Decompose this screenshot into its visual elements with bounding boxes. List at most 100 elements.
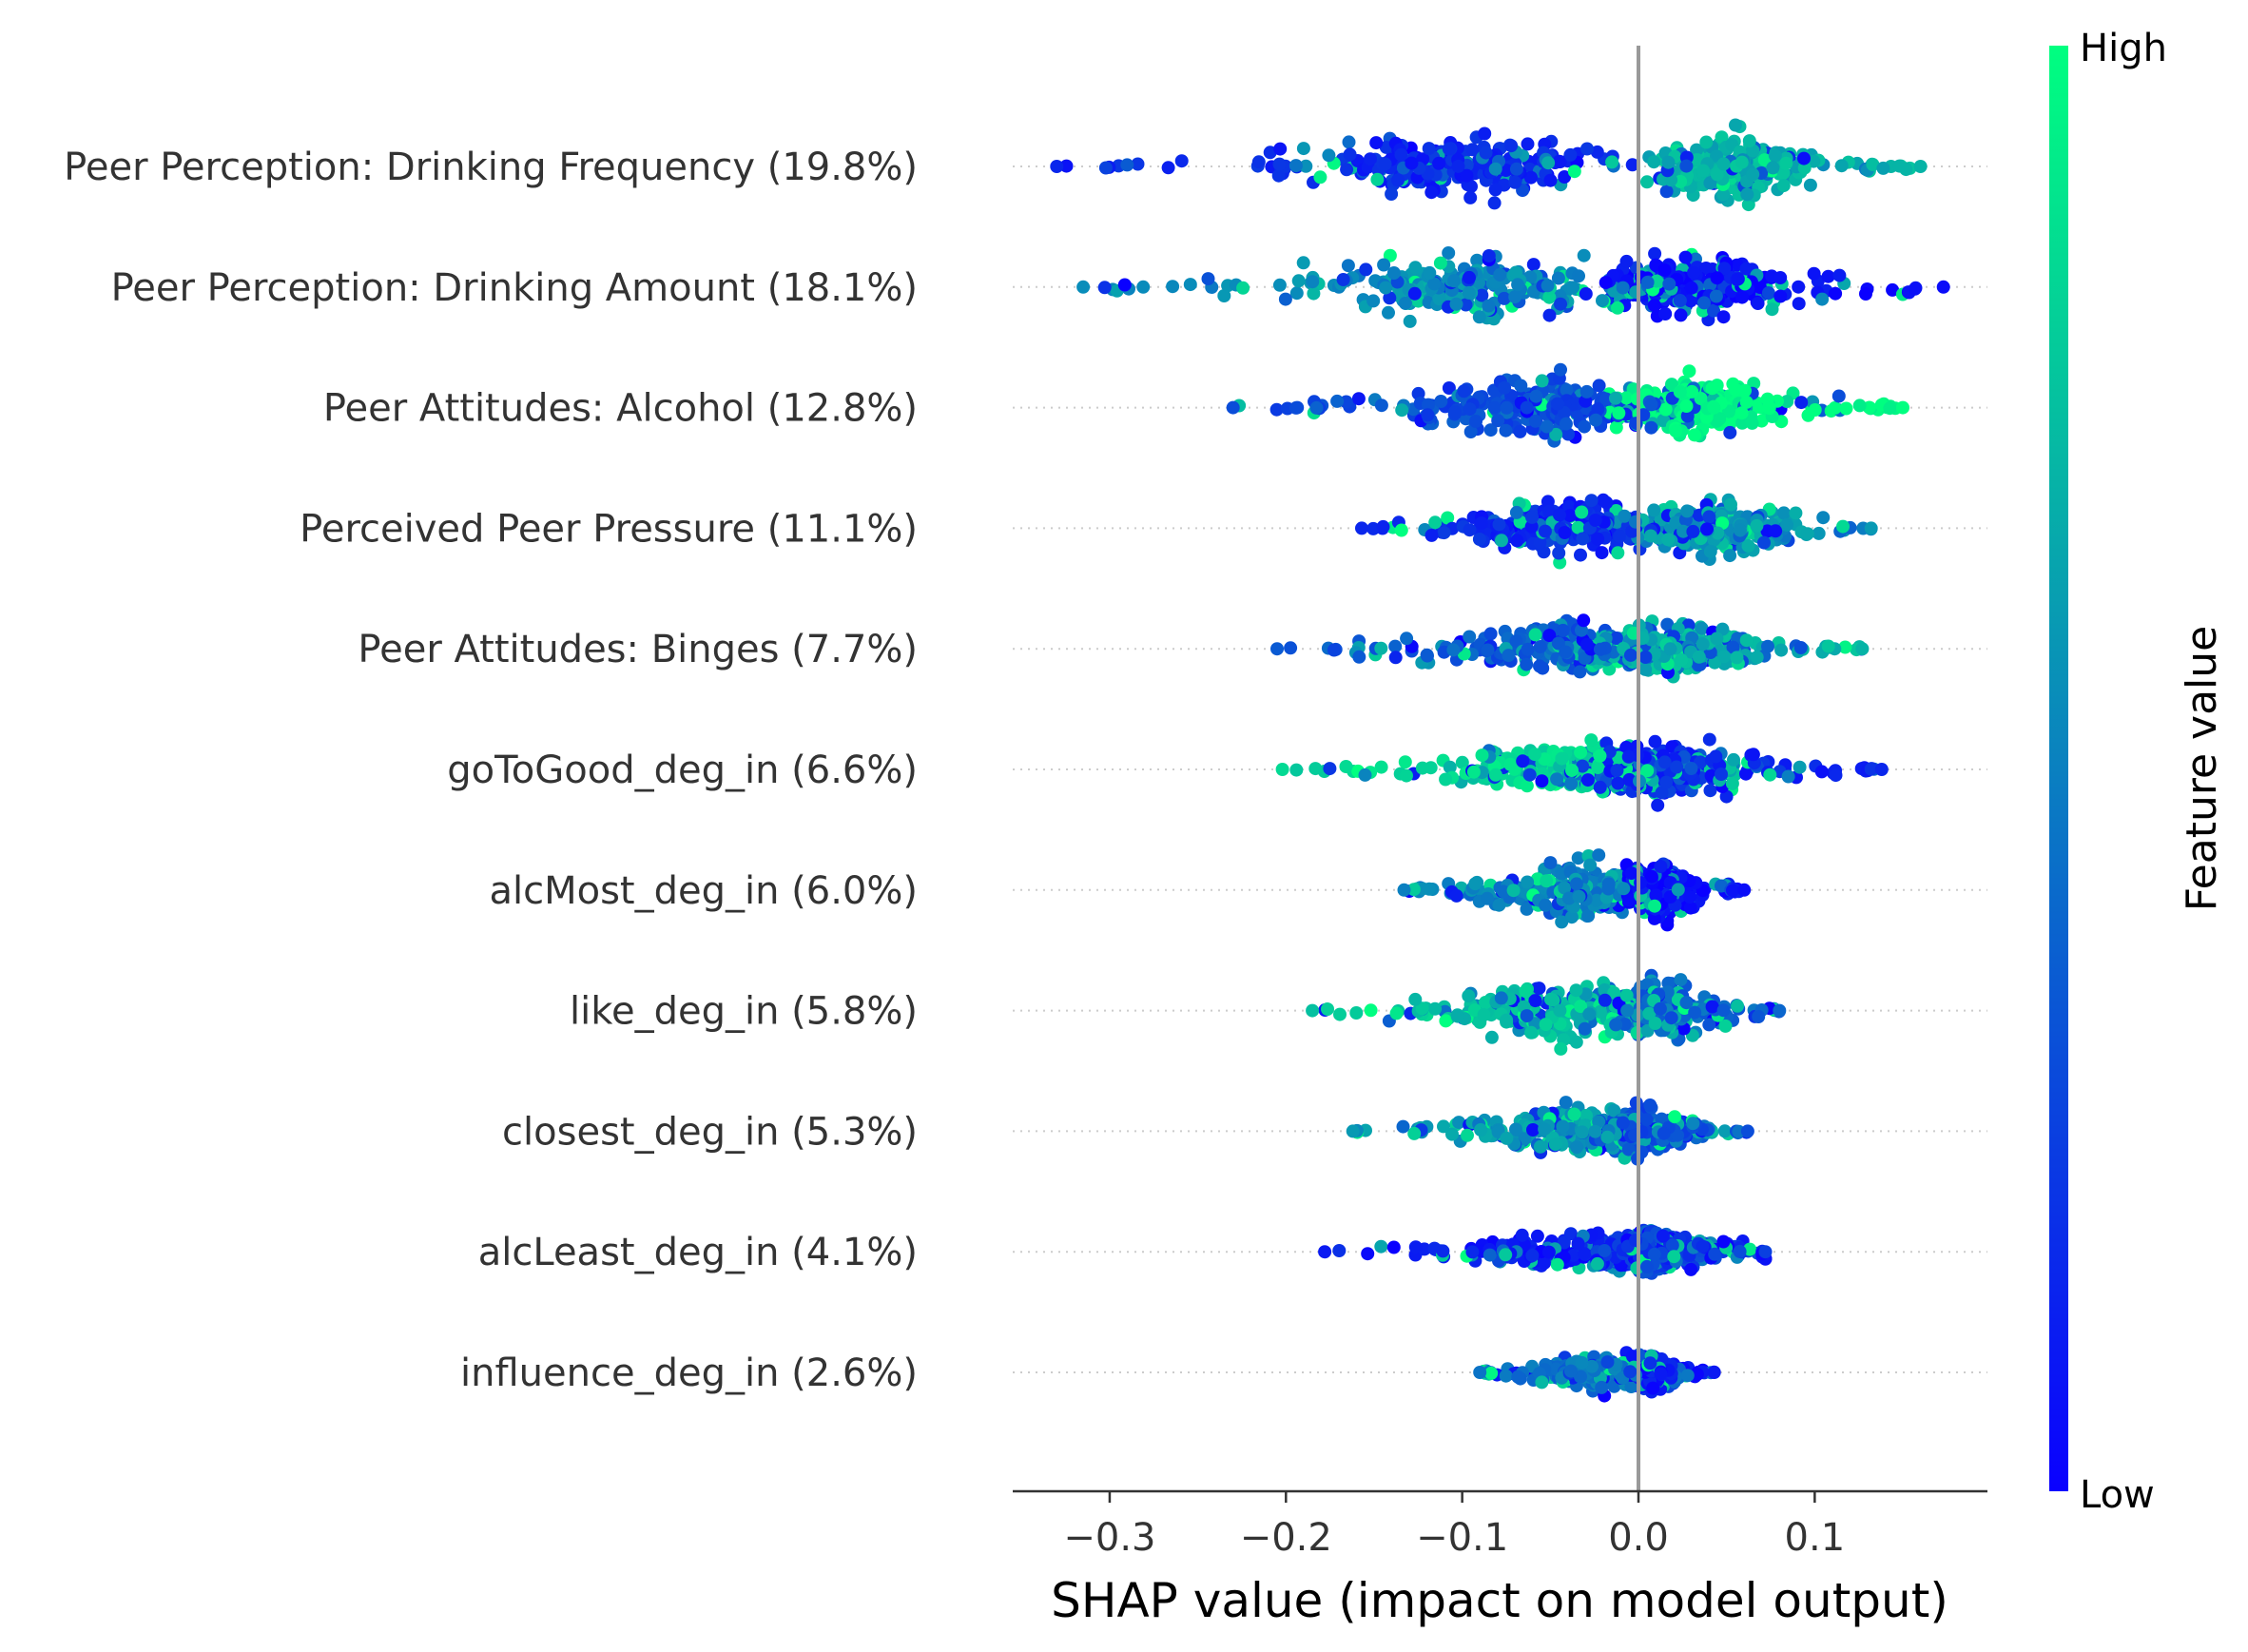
shap-point	[1289, 400, 1303, 415]
feature-label: closest_deg_in (5.3%)	[502, 1110, 918, 1154]
shap-point	[1323, 762, 1337, 776]
shap-point	[1379, 281, 1393, 295]
feature-label: Peer Perception: Drinking Frequency (19.…	[64, 146, 918, 189]
shap-point	[1634, 876, 1648, 890]
shap-point	[1394, 147, 1408, 162]
shap-point	[1563, 147, 1578, 162]
shap-point	[1675, 653, 1689, 667]
shap-point	[1599, 392, 1613, 406]
shap-point	[1729, 382, 1743, 397]
shap-point	[1834, 159, 1849, 173]
shap-point	[1708, 655, 1722, 670]
shap-point	[1460, 168, 1474, 183]
shap-point	[1800, 527, 1814, 541]
shap-point	[1679, 996, 1694, 1010]
shap-point	[1592, 848, 1606, 863]
shap-point	[1470, 253, 1484, 267]
feature-label: Peer Perception: Drinking Amount (18.1%)	[111, 266, 918, 310]
shap-point	[1529, 389, 1543, 403]
shap-point	[1374, 760, 1388, 774]
shap-point	[1763, 768, 1777, 782]
shap-point	[1451, 159, 1465, 173]
shap-point	[1619, 254, 1634, 268]
shap-point	[1524, 1025, 1539, 1040]
feature-points	[1275, 732, 1889, 812]
shap-point	[1428, 1001, 1443, 1016]
shap-point	[1559, 1096, 1573, 1110]
shap-point	[1750, 651, 1764, 665]
shap-point	[1815, 292, 1830, 306]
shap-point	[1651, 798, 1665, 812]
shap-point	[1640, 764, 1655, 778]
shap-point	[1236, 281, 1250, 295]
shap-point	[1711, 526, 1725, 540]
shap-point	[1511, 278, 1525, 292]
shap-point	[1705, 381, 1719, 396]
shap-point	[1550, 772, 1564, 787]
shap-point	[1272, 157, 1287, 171]
shap-point	[1443, 760, 1457, 774]
shap-point	[1740, 187, 1754, 202]
shap-point	[1680, 504, 1695, 518]
shap-point	[1559, 417, 1573, 431]
shap-point	[1333, 1007, 1347, 1021]
shap-point	[1289, 159, 1303, 173]
shap-point	[1696, 637, 1710, 651]
shap-point	[1579, 287, 1593, 301]
shap-point	[1533, 535, 1547, 550]
shap-point	[1703, 784, 1717, 798]
shap-point	[1308, 762, 1323, 776]
shap-point	[1816, 511, 1831, 525]
shap-point	[1518, 1132, 1532, 1146]
shap-point	[1469, 415, 1483, 428]
shap-point	[1457, 384, 1471, 398]
shap-point	[1497, 884, 1511, 899]
shap-point	[1445, 1127, 1459, 1141]
shap-point	[1533, 640, 1547, 653]
shap-point	[1396, 1119, 1410, 1134]
shap-point	[1739, 395, 1754, 409]
shap-point	[1735, 290, 1749, 304]
shap-point	[1502, 649, 1516, 663]
shap-point	[1752, 1010, 1766, 1023]
shap-point	[1661, 155, 1676, 169]
shap-point	[1407, 1126, 1422, 1140]
shap-point	[1369, 136, 1384, 150]
shap-point	[1174, 154, 1189, 168]
shap-point	[1619, 988, 1634, 1002]
shap-point	[1343, 147, 1357, 162]
shap-point	[1864, 762, 1878, 776]
shap-point	[1686, 1117, 1700, 1131]
shap-point	[1688, 428, 1701, 442]
shap-point	[1718, 1019, 1733, 1033]
shap-point	[1716, 157, 1731, 171]
shap-point	[1582, 1007, 1597, 1021]
shap-point	[1574, 746, 1588, 760]
shap-point	[1622, 772, 1637, 787]
shap-point	[1762, 400, 1775, 415]
feature-points	[1397, 848, 1752, 932]
shap-point	[1746, 167, 1760, 182]
shap-point	[1554, 362, 1567, 377]
shap-point	[1607, 1103, 1621, 1118]
shap-point	[1466, 765, 1481, 779]
shap-point	[1551, 271, 1565, 285]
shap-point	[1217, 289, 1231, 302]
shap-point	[1441, 511, 1455, 525]
shap-point	[1463, 425, 1478, 438]
shap-point	[1468, 877, 1483, 891]
shap-point-extreme	[1896, 400, 1909, 415]
shap-point	[1434, 395, 1448, 408]
shap-point	[1541, 279, 1555, 293]
shap-point	[1386, 266, 1401, 280]
shap-point	[1697, 296, 1711, 310]
shap-point	[1640, 275, 1655, 289]
shap-point	[1591, 761, 1605, 774]
shap-point	[1526, 1123, 1540, 1137]
shap-point	[1482, 299, 1496, 313]
shap-point	[1536, 661, 1550, 675]
shap-point	[1593, 748, 1607, 763]
shap-point	[1814, 765, 1829, 779]
shap-point	[1376, 519, 1390, 534]
shap-point	[1607, 986, 1621, 1000]
